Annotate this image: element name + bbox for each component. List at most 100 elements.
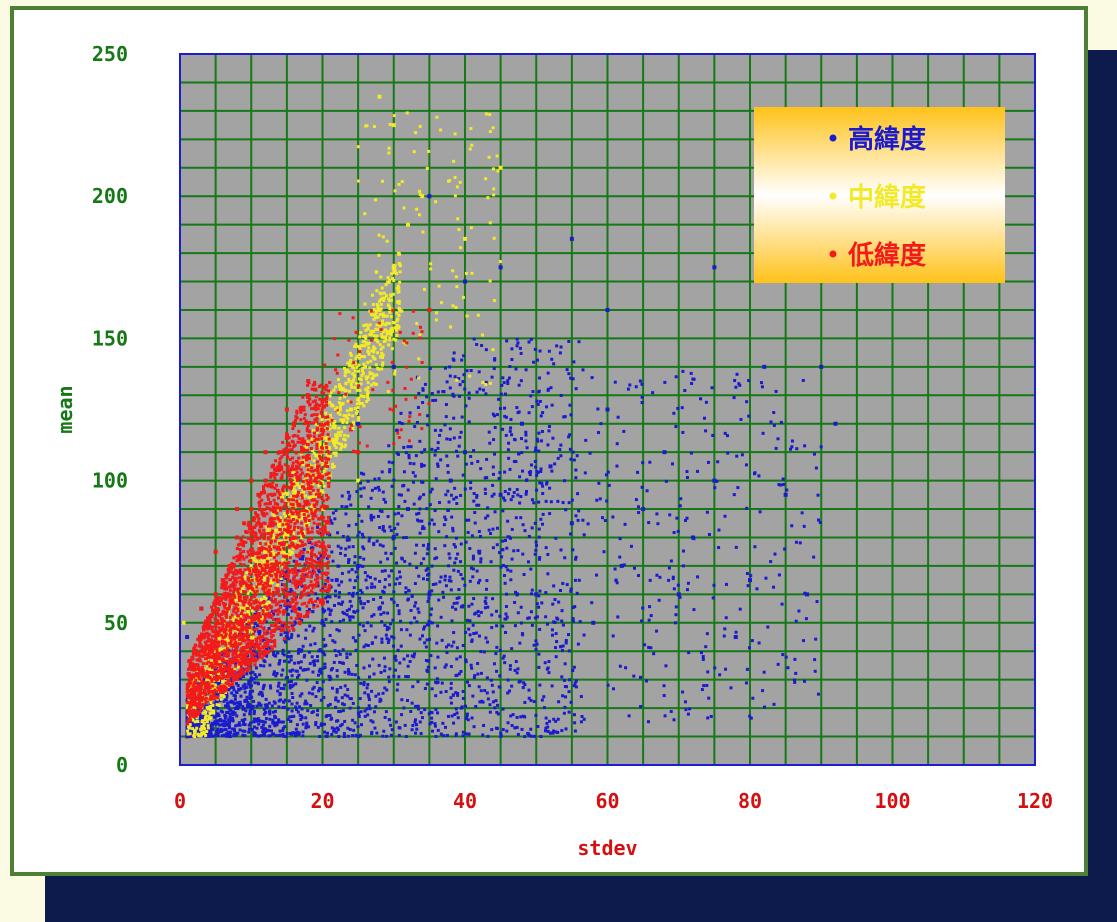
data-point [467,396,471,400]
data-point [734,630,738,634]
data-point [433,453,437,457]
data-point [332,660,336,664]
data-point [541,484,545,488]
data-point [303,494,307,498]
data-point [774,446,778,450]
data-point [547,429,551,433]
data-point [488,221,492,225]
data-point [408,411,412,415]
data-point [265,703,269,707]
data-point [387,680,391,684]
data-point [275,723,279,727]
data-point [436,390,440,394]
data-point [540,481,544,485]
data-point [230,631,234,635]
data-point [639,705,643,709]
data-point [190,721,194,725]
data-point [338,619,342,623]
data-point [365,400,369,404]
data-point [241,733,245,737]
data-point [207,715,211,719]
data-point [469,663,473,667]
data-point [471,557,475,561]
data-point [436,441,440,445]
data-point [219,709,223,713]
data-point [384,314,388,318]
data-point [513,624,517,628]
data-point [290,702,294,706]
data-point [294,669,298,673]
data-point [364,643,368,647]
data-point [461,577,465,581]
data-point [352,586,356,590]
data-point [260,606,264,610]
data-point [354,734,358,738]
data-point [305,723,309,727]
data-point [359,481,363,485]
data-point [283,725,287,729]
data-point [334,439,338,443]
data-point [384,283,388,287]
data-point [316,725,320,729]
data-point [291,683,295,687]
data-point [305,678,309,682]
data-point [279,508,283,512]
data-point [395,451,399,455]
data-point [387,321,391,325]
data-point [210,679,214,683]
data-point [615,442,619,446]
data-point [394,658,398,662]
data-point [475,494,479,498]
data-point [324,466,328,470]
data-point [288,538,292,542]
data-point [554,730,558,734]
data-point [416,607,420,611]
data-point [250,727,254,731]
data-point [535,437,539,441]
data-point [282,700,286,704]
data-point [295,483,299,487]
data-point [316,557,320,561]
data-point [346,361,350,365]
data-point [498,407,502,411]
data-point [283,463,287,467]
data-point [519,516,523,520]
data-point [291,532,295,536]
data-point [311,687,315,691]
data-point [374,270,378,274]
data-point [371,302,375,306]
data-point [397,299,401,303]
data-point [460,705,464,709]
data-point [393,266,397,270]
data-point [232,693,236,697]
data-point [234,598,238,602]
data-point [220,578,225,583]
data-point [372,313,376,317]
data-point [473,674,477,678]
data-point [464,716,468,720]
data-point [343,426,347,430]
data-point [385,330,389,334]
data-point [329,585,333,589]
data-point [221,647,225,651]
data-point [381,525,385,529]
data-point [286,612,290,616]
data-point [368,707,372,711]
data-point [304,458,308,462]
data-point [374,635,378,639]
data-point [235,507,239,512]
data-point [323,436,327,440]
data-point [261,723,265,727]
data-point [645,489,649,493]
data-point [582,533,586,537]
data-point [221,693,225,697]
data-point [270,729,274,733]
data-point [220,723,224,727]
data-point [456,569,460,573]
data-point [304,522,308,526]
data-point [538,376,542,380]
data-point [272,670,276,674]
data-point [320,554,324,558]
data-point [262,707,266,711]
data-point [296,710,300,714]
